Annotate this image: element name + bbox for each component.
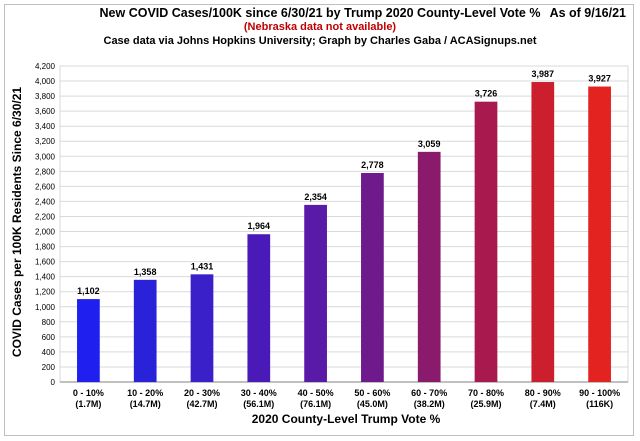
- y-tick-label: 800: [42, 318, 56, 327]
- y-tick-label: 4,200: [35, 62, 56, 71]
- bar: [247, 234, 271, 382]
- bar: [474, 101, 498, 383]
- y-tick-label: 1,000: [35, 303, 56, 312]
- x-tick-population: (1.7M): [75, 399, 101, 409]
- x-axis-title: 2020 County-Level Trump Vote %: [251, 412, 441, 426]
- x-tick-label: 80 - 90%: [525, 388, 561, 398]
- x-tick-population: (14.7M): [130, 399, 161, 409]
- y-tick-label: 2,600: [35, 182, 56, 191]
- bar-value-label: 3,927: [588, 74, 611, 84]
- bar-value-label: 2,354: [304, 192, 327, 202]
- bar: [133, 279, 157, 382]
- x-tick-population: (25.9M): [470, 399, 501, 409]
- bar: [588, 86, 611, 382]
- bar: [531, 82, 555, 383]
- bar-value-label: 1,964: [248, 221, 271, 231]
- x-tick-label: 40 - 50%: [298, 388, 334, 398]
- x-tick-population: (56.1M): [243, 399, 274, 409]
- bar-value-label: 3,726: [475, 89, 498, 99]
- y-tick-label: 200: [42, 363, 56, 372]
- y-tick-label: 400: [42, 348, 56, 357]
- bar-value-label: 1,431: [191, 261, 214, 271]
- bar: [361, 172, 384, 382]
- y-tick-label: 0: [51, 378, 56, 387]
- bar: [417, 151, 441, 382]
- x-tick-population: (76.1M): [300, 399, 331, 409]
- chart-credit: Case data via Johns Hopkins University; …: [103, 35, 537, 47]
- x-tick-label: 60 - 70%: [411, 388, 447, 398]
- y-tick-label: 3,000: [35, 152, 56, 161]
- y-tick-label: 1,600: [35, 258, 56, 267]
- y-tick-label: 600: [42, 333, 56, 342]
- bar-value-label: 1,358: [134, 267, 157, 277]
- x-tick-label: 20 - 30%: [184, 388, 220, 398]
- y-tick-label: 3,800: [35, 92, 56, 101]
- bar-value-label: 3,059: [418, 139, 441, 149]
- chart-title: New COVID Cases/100K since 6/30/21 by Tr…: [99, 6, 541, 20]
- x-tick-label: 10 - 20%: [127, 388, 163, 398]
- y-tick-label: 2,200: [35, 212, 56, 221]
- chart-subtitle: (Nebraska data not available): [243, 21, 397, 33]
- y-tick-label: 3,200: [35, 137, 56, 146]
- y-tick-label: 1,400: [35, 273, 56, 282]
- y-tick-label: 2,000: [35, 228, 56, 237]
- x-tick-label: 30 - 40%: [241, 388, 277, 398]
- x-tick-population: (45.0M): [357, 399, 388, 409]
- x-tick-population: (42.7M): [186, 399, 217, 409]
- bar: [190, 274, 214, 382]
- bar: [304, 204, 327, 382]
- y-tick-label: 4,000: [35, 77, 56, 86]
- x-tick-label: 0 - 10%: [73, 388, 104, 398]
- y-tick-label: 2,800: [35, 167, 56, 176]
- x-tick-population: (116K): [586, 399, 613, 409]
- as-of-date: As of 9/16/21: [549, 6, 626, 20]
- x-tick-population: (7.4M): [530, 399, 556, 409]
- x-tick-label: 90 - 100%: [579, 388, 620, 398]
- x-tick-population: (38.2M): [414, 399, 445, 409]
- y-tick-label: 1,200: [35, 288, 56, 297]
- y-tick-label: 1,800: [35, 243, 56, 252]
- bar: [77, 299, 100, 382]
- y-tick-label: 2,400: [35, 197, 56, 206]
- x-tick-label: 70 - 80%: [468, 388, 504, 398]
- x-tick-label: 50 - 60%: [354, 388, 390, 398]
- bar-value-label: 2,778: [361, 160, 384, 170]
- bar-value-label: 1,102: [77, 286, 100, 296]
- y-tick-label: 3,400: [35, 122, 56, 131]
- bar-value-label: 3,987: [532, 69, 555, 79]
- y-tick-label: 3,600: [35, 107, 56, 116]
